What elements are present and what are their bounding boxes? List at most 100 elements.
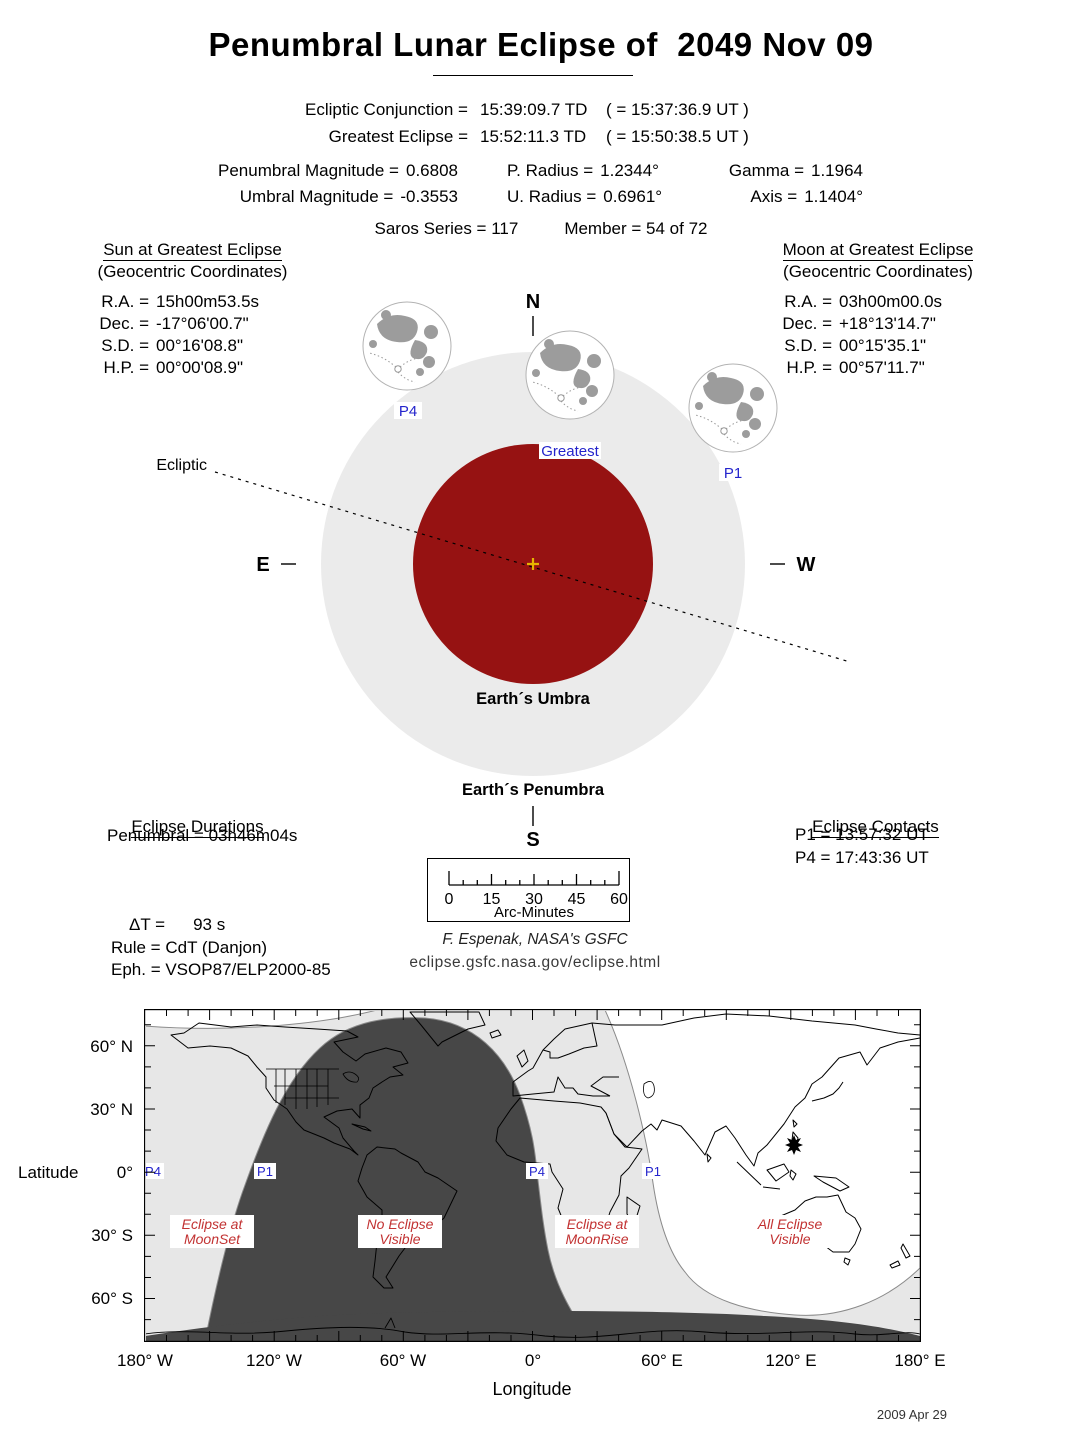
- zone-caption-bg-moonset: [170, 1215, 254, 1248]
- west-label: W: [797, 554, 816, 576]
- credit-url: eclipse.gsfc.nasa.gov/eclipse.html: [409, 954, 661, 971]
- arcminutes-ruler: 0 15 30 45 60 Arc-Minutes: [445, 871, 628, 921]
- greatest-ut: ( = 15:50:38.5 UT ): [606, 127, 749, 146]
- zone-all-eclipse-visible: [604, 1011, 921, 1316]
- moon-dec-value: +18°13'14.7": [839, 314, 936, 333]
- ruler-tick-15: 15: [483, 891, 501, 908]
- umbra-center-cross: [527, 558, 539, 570]
- contacts-block: Eclipse Contacts: [793, 797, 939, 857]
- credit-author: F. Espenak, NASA's GSFC: [442, 931, 628, 948]
- sun-dec-label: Dec. =: [99, 314, 149, 333]
- map-edge-ticks: [145, 1010, 920, 1341]
- p1-label-bg: [719, 464, 747, 481]
- moon-sd-value: 00°15'35.1": [839, 336, 926, 355]
- moon-block-title: Moon at Greatest Eclipse: [782, 240, 974, 261]
- north-label: N: [526, 291, 540, 313]
- sun-sd-value: 00°16'08.8": [156, 336, 243, 355]
- event-times-block: Ecliptic Conjunction = 15:39:09.7 TD ( =…: [250, 100, 850, 147]
- curve-label-bg-2: [254, 1163, 276, 1179]
- penumbral-magnitude-value: 0.6808: [406, 161, 458, 180]
- umbral-magnitude-value: -0.3553: [400, 187, 458, 206]
- moon-at-p1: [688, 363, 778, 453]
- sun-block-title: Sun at Greatest Eclipse: [103, 240, 282, 261]
- page-title: Penumbral Lunar Eclipse of 2049 Nov 09: [208, 26, 874, 63]
- saros-series: Saros Series = 117: [374, 219, 519, 238]
- p-radius-row: P. Radius = 1.2344°: [507, 161, 659, 181]
- p-radius-value: 1.2344°: [600, 161, 659, 180]
- greatest-td: 15:52:11.3 TD: [480, 127, 587, 146]
- sun-hp-value: 00°00'08.9": [156, 358, 243, 377]
- lon-tick-120e: 120° E: [765, 1351, 817, 1370]
- lat-tick-60s: 60° S: [91, 1289, 133, 1308]
- zone-caption-bg-allvisible: [748, 1215, 832, 1248]
- sun-ra-label: R.A. =: [101, 292, 149, 311]
- title-underline: [433, 75, 633, 76]
- zone-caption-allvisible-1: All Eclipse: [757, 1216, 823, 1232]
- coast-great-lakes: [342, 1071, 359, 1083]
- moon-dec-label: Dec. =: [782, 314, 832, 333]
- durations-title: Eclipse Durations: [131, 817, 264, 838]
- moon-at-p4: [362, 301, 452, 391]
- delta-t-label: ΔT =: [129, 915, 166, 934]
- umbral-magnitude-label: Umbral Magnitude =: [239, 187, 394, 206]
- zone-captions: Eclipse at MoonSet No Eclipse Visible Ec…: [170, 1215, 832, 1248]
- zone-caption-moonrise-1: Eclipse at: [567, 1216, 629, 1232]
- moon-hp-value: 00°57'11.7": [839, 358, 925, 377]
- u-radius-value: 0.6961°: [603, 187, 663, 206]
- coast-uk-iceland: [489, 1029, 529, 1068]
- moon-ra-row: R.A. = 03h00m00.0s: [768, 291, 988, 313]
- p4-contact-label: P4: [399, 403, 417, 420]
- coast-europe: [512, 1022, 619, 1097]
- p-radius-label: P. Radius =: [507, 161, 594, 180]
- zone-caption-allvisible-2: Visible: [770, 1231, 811, 1247]
- curve-label-bg-3: [526, 1163, 548, 1179]
- gamma-label: Gamma =: [728, 161, 804, 180]
- durations-penumbral: Penumbral = 03h46m04s: [107, 826, 298, 845]
- zone-no-eclipse: [204, 1017, 591, 1342]
- ephemeris-row: Eph. = VSOP87/ELP2000-85: [111, 960, 331, 979]
- umbra-caption: Earth´s Umbra: [476, 690, 591, 708]
- gamma-row: Gamma = 1.1964: [700, 161, 863, 181]
- sun-sd-label: S.D. =: [101, 336, 149, 355]
- date-stamp: 2009 Apr 29: [876, 1407, 947, 1422]
- conjunction-ut: ( = 15:37:36.9 UT ): [606, 100, 749, 119]
- zone-caption-noeclipse-1: No Eclipse: [367, 1216, 434, 1232]
- coast-caspian: [643, 1081, 655, 1099]
- moon-at-greatest: [525, 330, 615, 420]
- curve-label-p1-west: P1: [257, 1164, 273, 1179]
- axis-value: 1.1404°: [804, 187, 863, 206]
- sun-ra-value: 15h00m53.5s: [156, 292, 260, 311]
- sun-ra-row: R.A. = 15h00m53.5s: [85, 291, 300, 313]
- axis-row: Axis = 1.1404°: [700, 187, 863, 207]
- south-label: S: [526, 829, 539, 851]
- durations-block: Eclipse Durations: [108, 797, 268, 857]
- penumbra-caption: Earth´s Penumbra: [462, 781, 605, 799]
- moon-ra-value: 03h00m00.0s: [839, 292, 943, 311]
- moon-hp-label: H.P. =: [786, 358, 832, 377]
- greatest-label: Greatest: [541, 443, 599, 460]
- zenith-star-marker: [785, 1135, 803, 1155]
- zone-caption-bg-noeclipse: [358, 1215, 442, 1248]
- eclipse-geometry-diagram: Ecliptic P4 Greatest P1 N S E W Earth´s …: [156, 291, 851, 851]
- ruler-tick-45: 45: [568, 891, 586, 908]
- us-state-borders: [266, 1068, 339, 1109]
- moon-sd-row: S.D. = 00°15'35.1": [768, 335, 988, 357]
- coast-japan-philippines: [706, 1081, 844, 1163]
- ecliptic-line: [214, 471, 851, 663]
- penumbral-magnitude-row: Penumbral Magnitude = 0.6808: [140, 161, 458, 181]
- penumbral-magnitude-label: Penumbral Magnitude =: [218, 161, 399, 180]
- umbral-magnitude-row: Umbral Magnitude = -0.3553: [140, 187, 458, 207]
- moon-coordinates-block: Moon at Greatest Eclipse (Geocentric Coo…: [768, 240, 988, 379]
- coast-south-america: [357, 1146, 458, 1289]
- zone-caption-moonset-2: MoonSet: [184, 1231, 241, 1247]
- coast-australia-nz: [775, 1194, 911, 1269]
- contacts-title: Eclipse Contacts: [812, 817, 939, 838]
- arcminutes-scale-box: 0 15 30 45 60 Arc-Minutes: [427, 858, 630, 922]
- lat-tick-30s: 30° S: [91, 1226, 133, 1245]
- lat-axis-title: Latitude: [18, 1163, 79, 1182]
- saros-row: Saros Series = 117 Member = 54 of 72: [0, 219, 1082, 239]
- conjunction-td: 15:39:09.7 TD: [480, 100, 588, 119]
- parameters-block: ΔT = 93 s Rule = CdT (Danjon) Eph. = VSO…: [111, 914, 331, 982]
- curve-label-bg-4: [642, 1163, 664, 1179]
- contacts-p4: P4 = 17:43:36 UT: [795, 848, 929, 867]
